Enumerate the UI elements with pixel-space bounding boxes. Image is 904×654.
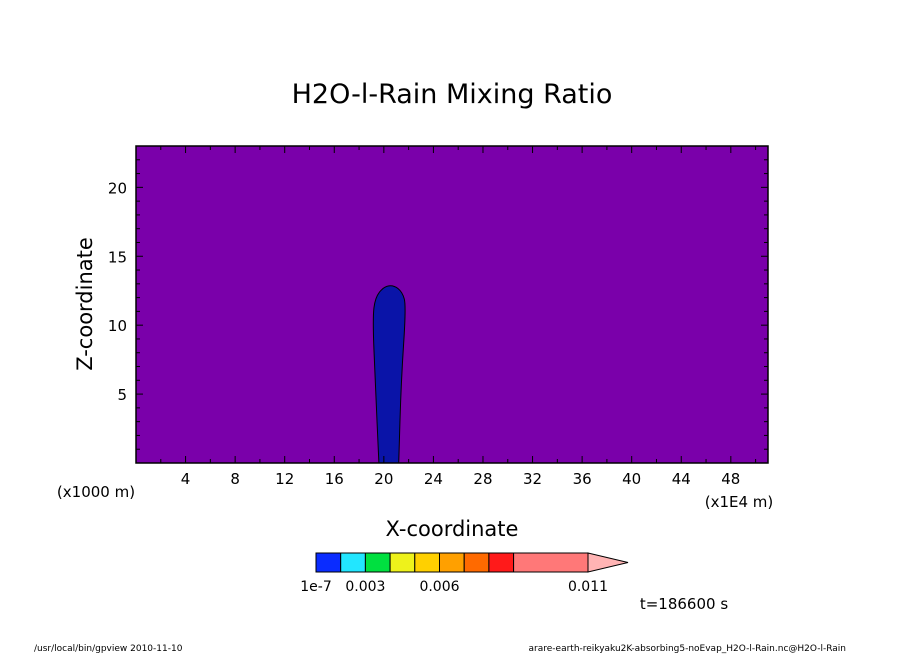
y-axis-label: Z-coordinate	[73, 237, 97, 371]
x-tick-label: 44	[672, 470, 691, 488]
colorbar-swatch	[389, 552, 416, 573]
footer-right-text: arare-earth-reikyaku2K-absorbing5-noEvap…	[529, 644, 846, 654]
x-tick-label: 24	[424, 470, 443, 488]
colorbar-swatch	[513, 552, 589, 573]
y-axis: 5 10 15 20	[108, 145, 768, 464]
rain-column-region	[372, 285, 406, 464]
plot-frame	[135, 145, 769, 464]
colorbar-swatch	[414, 552, 440, 573]
colorbar-swatch	[340, 552, 366, 573]
x-tick-label: 28	[473, 470, 492, 488]
y-tick-label: 5	[117, 386, 127, 404]
x-axis: 4 8 12 16 20 24 28 32 36 40 44 48	[135, 146, 757, 488]
chart-title: H2O-l-Rain Mixing Ratio	[292, 79, 613, 110]
x-unit-label: (x1E4 m)	[705, 493, 774, 511]
footer-left-text: /usr/local/bin/gpview 2010-11-10	[34, 644, 183, 654]
colorbar-extension-arrow	[587, 552, 629, 573]
x-tick-label: 36	[573, 470, 592, 488]
y-tick-label: 20	[108, 179, 127, 197]
colorbar-tick-label: 0.011	[568, 579, 608, 595]
x-tick-label: 4	[181, 470, 191, 488]
x-axis-label: X-coordinate	[386, 517, 519, 541]
time-label: t=186600 s	[640, 595, 728, 613]
x-tick-label: 16	[325, 470, 344, 488]
x-tick-label: 8	[230, 470, 240, 488]
x-tick-label: 32	[523, 470, 542, 488]
plot-area	[136, 146, 768, 463]
colorbar-tick-label: 1e-7	[300, 579, 331, 595]
y-tick-label: 15	[108, 248, 127, 266]
colorbar: 1e-7 0.003 0.006 0.011	[300, 552, 629, 595]
colorbar-tick-label: 0.003	[345, 579, 385, 595]
x-tick-label: 20	[374, 470, 393, 488]
y-tick-label: 10	[108, 317, 127, 335]
x-tick-label: 12	[275, 470, 294, 488]
colorbar-swatch	[463, 552, 490, 573]
colorbar-swatch	[315, 552, 342, 573]
colorbar-swatch	[488, 552, 515, 573]
colorbar-swatch	[439, 552, 465, 573]
x-tick-label: 48	[721, 470, 740, 488]
x-tick-label: 40	[622, 470, 641, 488]
y-unit-label: (x1000 m)	[57, 483, 135, 501]
colorbar-swatch	[364, 552, 391, 573]
colorbar-tick-label: 0.006	[419, 579, 459, 595]
